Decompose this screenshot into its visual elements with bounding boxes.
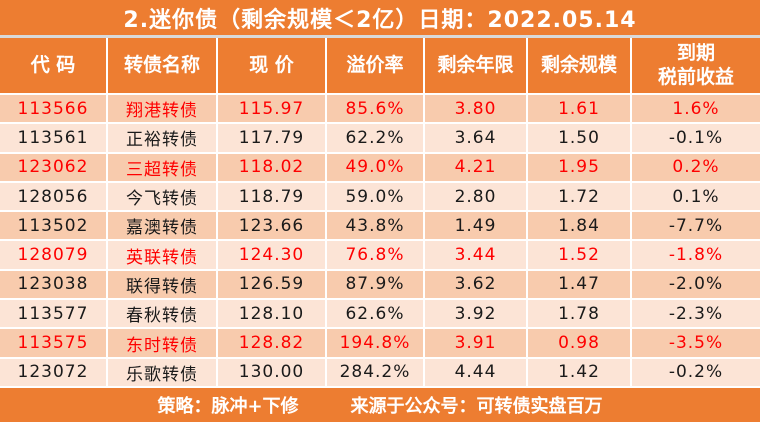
cell-price: 126.59 [218, 270, 327, 301]
cell-name: 今飞转债 [108, 182, 218, 213]
cell-name: 嘉澳转债 [108, 212, 218, 242]
cell-years: 2.80 [425, 182, 528, 213]
table-header-row: 代 码转债名称现 价溢价率 剩余年限 剩余规模 到期 税前收益 [0, 38, 760, 95]
strategy-label: 策略：脉冲+下修 [157, 396, 299, 417]
cell-premium: 284.2% [327, 358, 425, 388]
column-header-code: 代 码 [0, 38, 108, 95]
cell-code: 113575 [0, 329, 108, 359]
cell-yield: 1.6% [632, 95, 760, 125]
cell-code: 113577 [0, 300, 108, 330]
column-header-size: 剩余规模 [528, 38, 632, 95]
table-row: 113502 嘉澳转债 123.66 43.8% 1.49 1.84 -7.7% [0, 212, 760, 242]
table-row: 113577 春秋转债 128.10 62.6% 3.92 1.78 -2.3% [0, 300, 760, 330]
cell-yield: -2.0% [632, 270, 760, 301]
column-header-name: 转债名称 [108, 38, 218, 95]
cell-premium: 49.0% [327, 153, 425, 183]
cell-size: 1.95 [528, 153, 632, 183]
cell-premium: 59.0% [327, 182, 425, 213]
column-header-premium: 溢价率 [327, 38, 425, 95]
cell-years: 4.21 [425, 153, 528, 183]
cell-yield: -0.1% [632, 124, 760, 154]
cell-name: 正裕转债 [108, 124, 218, 154]
cell-code: 113502 [0, 212, 108, 242]
table-row: 128056 今飞转债 118.79 59.0% 2.80 1.72 0.1% [0, 182, 760, 213]
cell-size: 0.98 [528, 329, 632, 359]
cell-yield: -3.5% [632, 329, 760, 359]
cell-size: 1.50 [528, 124, 632, 154]
column-header-price: 现 价 [218, 38, 327, 95]
cell-years: 3.64 [425, 124, 528, 154]
cell-code: 123062 [0, 153, 108, 183]
cell-price: 123.66 [218, 212, 327, 242]
cell-years: 3.91 [425, 329, 528, 359]
cell-price: 128.10 [218, 300, 327, 330]
cell-years: 3.80 [425, 95, 528, 125]
cell-premium: 62.2% [327, 124, 425, 154]
cell-name: 春秋转债 [108, 300, 218, 330]
cell-premium: 62.6% [327, 300, 425, 330]
cell-years: 3.44 [425, 241, 528, 271]
cell-yield: -7.7% [632, 212, 760, 242]
cell-price: 118.79 [218, 182, 327, 213]
cell-name: 英联转债 [108, 241, 218, 271]
cell-size: 1.78 [528, 300, 632, 330]
cell-yield: -2.3% [632, 300, 760, 330]
cell-code: 128079 [0, 241, 108, 271]
cell-code: 113561 [0, 124, 108, 154]
cell-years: 1.49 [425, 212, 528, 242]
cell-price: 117.79 [218, 124, 327, 154]
cell-price: 124.30 [218, 241, 327, 271]
table-row: 123062 三超转债 118.02 49.0% 4.21 1.95 0.2% [0, 153, 760, 183]
cell-yield: -1.8% [632, 241, 760, 271]
table-row: 128079 英联转债 124.30 76.8% 3.44 1.52 -1.8% [0, 241, 760, 271]
cell-name: 东时转债 [108, 329, 218, 359]
cell-premium: 194.8% [327, 329, 425, 359]
table-footer: 策略：脉冲+下修 来源于公众号：可转债实盘百万 [0, 388, 760, 422]
cell-name: 联得转债 [108, 270, 218, 301]
cell-yield: 0.1% [632, 182, 760, 213]
cell-premium: 76.8% [327, 241, 425, 271]
table-row: 123038 联得转债 126.59 87.9% 3.62 1.47 -2.0% [0, 270, 760, 301]
cell-premium: 43.8% [327, 212, 425, 242]
cell-size: 1.61 [528, 95, 632, 125]
cell-price: 128.82 [218, 329, 327, 359]
cell-price: 130.00 [218, 358, 327, 388]
table-row: 123072 乐歌转债 130.00 284.2% 4.44 1.42 -0.2% [0, 358, 760, 388]
cell-code: 113566 [0, 95, 108, 125]
column-header-yield: 到期 税前收益 [632, 38, 760, 95]
column-header-years: 剩余年限 [425, 38, 528, 95]
cell-price: 118.02 [218, 153, 327, 183]
cell-name: 三超转债 [108, 153, 218, 183]
cell-size: 1.52 [528, 241, 632, 271]
cell-size: 1.42 [528, 358, 632, 388]
cell-yield: 0.2% [632, 153, 760, 183]
table-row: 113575 东时转债 128.82 194.8% 3.91 0.98 -3.5% [0, 329, 760, 359]
cell-name: 乐歌转债 [108, 358, 218, 388]
cell-code: 123038 [0, 270, 108, 301]
table-row: 113561 正裕转债 117.79 62.2% 3.64 1.50 -0.1% [0, 124, 760, 154]
cell-size: 1.72 [528, 182, 632, 213]
cell-premium: 85.6% [327, 95, 425, 125]
cell-years: 3.62 [425, 270, 528, 301]
cell-name: 翔港转债 [108, 95, 218, 125]
cell-size: 1.47 [528, 270, 632, 301]
cell-size: 1.84 [528, 212, 632, 242]
page-title: 2.迷你债（剩余规模＜2亿）日期：2022.05.14 [0, 0, 760, 35]
cell-yield: -0.2% [632, 358, 760, 388]
cell-price: 115.97 [218, 95, 327, 125]
table-body: 113566 翔港转债 115.97 85.6% 3.80 1.61 1.6% 113561 正… [0, 95, 760, 388]
cell-premium: 87.9% [327, 270, 425, 301]
cell-code: 128056 [0, 182, 108, 213]
cell-code: 123072 [0, 358, 108, 388]
cell-years: 3.92 [425, 300, 528, 330]
title-divider [0, 35, 760, 38]
cell-years: 4.44 [425, 358, 528, 388]
source-label: 来源于公众号：可转债实盘百万 [350, 396, 603, 417]
table-row: 113566 翔港转债 115.97 85.6% 3.80 1.61 1.6% [0, 95, 760, 125]
